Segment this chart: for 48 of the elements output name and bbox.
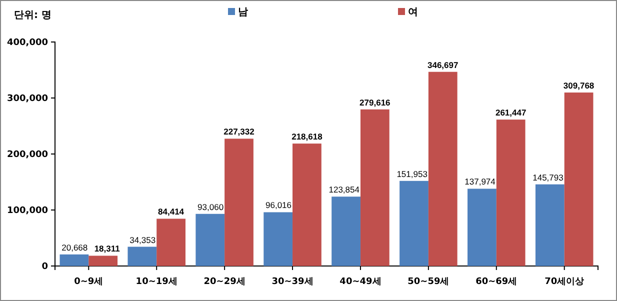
bar <box>468 188 496 266</box>
legend-label: 여 <box>408 7 418 18</box>
bar <box>292 144 322 266</box>
y-tick-label: 200,000 <box>7 150 48 160</box>
bar <box>428 72 458 266</box>
data-label: 261,447 <box>495 108 526 118</box>
bar <box>60 254 89 266</box>
x-tick-label: 40~49세 <box>340 276 382 287</box>
bar <box>156 218 186 266</box>
data-label: 20,668 <box>62 242 88 252</box>
x-tick-label: 0~9세 <box>74 276 104 287</box>
data-label: 84,414 <box>158 206 184 217</box>
data-label: 18,311 <box>94 244 120 254</box>
text: 단위: 명 <box>14 10 52 21</box>
data-label: 309,768 <box>563 80 594 91</box>
bar <box>535 184 564 266</box>
data-label: 279,616 <box>360 97 391 108</box>
bar <box>88 256 118 266</box>
y-tick-label: 100,000 <box>7 206 48 216</box>
bar <box>496 120 526 266</box>
data-label: 93,060 <box>198 202 224 212</box>
data-label: 151,953 <box>396 168 428 179</box>
data-label: 145,793 <box>532 172 564 182</box>
data-label: 346,697 <box>428 60 459 70</box>
bar <box>264 212 293 266</box>
data-label: 123,854 <box>328 184 360 195</box>
bar <box>332 196 360 266</box>
y-tick-label: 0 <box>42 262 48 272</box>
data-label: 34,353 <box>130 234 156 245</box>
bar <box>128 246 157 266</box>
x-tick-label: 10~19세 <box>136 276 178 287</box>
data-label: 227,332 <box>224 126 255 137</box>
bar <box>196 214 225 266</box>
y-tick-label: 300,000 <box>7 94 48 104</box>
y-tick-label: 400,000 <box>7 38 48 48</box>
bar <box>224 138 254 266</box>
bar <box>564 92 594 266</box>
data-label: 137,974 <box>464 176 496 187</box>
x-tick-label: 30~39세 <box>272 276 314 287</box>
data-label: 96,016 <box>266 200 292 210</box>
x-tick-label: 60~69세 <box>476 276 518 287</box>
data-label: 218,618 <box>292 132 323 142</box>
x-tick-label: 20~29세 <box>204 276 246 287</box>
x-tick-label: 50~59세 <box>408 276 450 287</box>
x-tick-label: 70세이상 <box>544 276 584 287</box>
bar <box>360 109 390 266</box>
legend-label: 남 <box>238 7 248 18</box>
bar <box>400 180 428 266</box>
